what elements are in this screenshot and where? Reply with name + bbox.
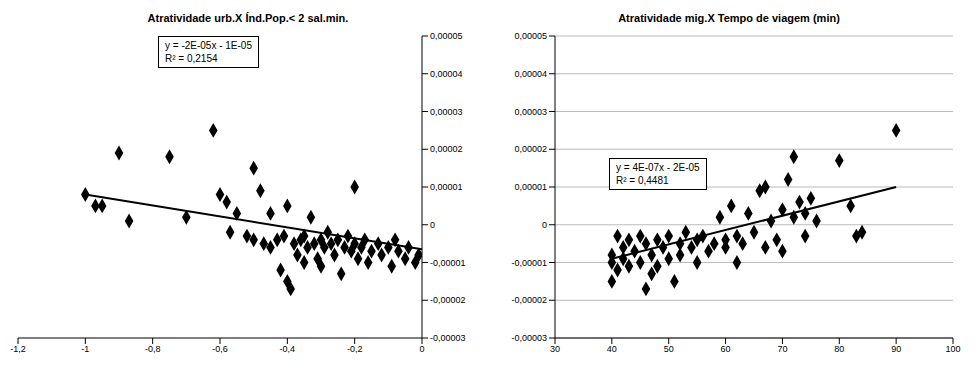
svg-text:-0,00003: -0,00003: [430, 333, 466, 343]
svg-text:-0,00002: -0,00002: [511, 295, 547, 305]
html-text:Atratividade mig.X Tempo de vi: Atratividade mig.X Tempo de viagem (min): [618, 12, 840, 24]
svg-text:-0,2: -0,2: [347, 344, 363, 354]
svg-text:30: 30: [550, 344, 560, 354]
svg-text:-0,00003: -0,00003: [511, 333, 547, 343]
svg-text:0: 0: [542, 220, 547, 230]
svg-text:0,00001: 0,00001: [430, 182, 463, 192]
svg-text:-0,00002: -0,00002: [430, 295, 466, 305]
html-text:y = -2E-05x - 1E-05: y = -2E-05x - 1E-05: [165, 40, 252, 51]
svg-text:-0,00001: -0,00001: [430, 258, 466, 268]
svg-text:40: 40: [607, 344, 617, 354]
svg-text:90: 90: [891, 344, 901, 354]
html-text:R² = 0,2154: R² = 0,2154: [165, 53, 218, 64]
svg-text:0,00005: 0,00005: [430, 31, 463, 41]
html-text:y = 4E-07x - 2E-05: y = 4E-07x - 2E-05: [616, 162, 700, 173]
svg-text:70: 70: [777, 344, 787, 354]
svg-text:0: 0: [430, 220, 435, 230]
svg-text:-1: -1: [81, 344, 89, 354]
svg-text:100: 100: [945, 344, 960, 354]
svg-text:0,00004: 0,00004: [430, 69, 463, 79]
svg-text:50: 50: [664, 344, 674, 354]
svg-text:0,00004: 0,00004: [514, 69, 547, 79]
html-text:R² = 0,4481: R² = 0,4481: [616, 175, 669, 186]
svg-text:-0,4: -0,4: [280, 344, 296, 354]
svg-text:0,00002: 0,00002: [430, 144, 463, 154]
svg-text:-0,8: -0,8: [145, 344, 161, 354]
svg-text:-0,6: -0,6: [212, 344, 228, 354]
svg-text:-0,00001: -0,00001: [511, 258, 547, 268]
svg-text:0,00001: 0,00001: [514, 182, 547, 192]
svg-text:60: 60: [721, 344, 731, 354]
svg-text:0,00005: 0,00005: [514, 31, 547, 41]
svg-text:0,00003: 0,00003: [514, 107, 547, 117]
svg-text:80: 80: [834, 344, 844, 354]
html-text:Atratividade urb.X Índ.Pop.< 2: Atratividade urb.X Índ.Pop.< 2 sal.min.: [147, 12, 349, 24]
svg-text:-1,2: -1,2: [10, 344, 26, 354]
svg-text:0,00003: 0,00003: [430, 107, 463, 117]
svg-text:0,00002: 0,00002: [514, 144, 547, 154]
svg-text:0: 0: [419, 344, 424, 354]
